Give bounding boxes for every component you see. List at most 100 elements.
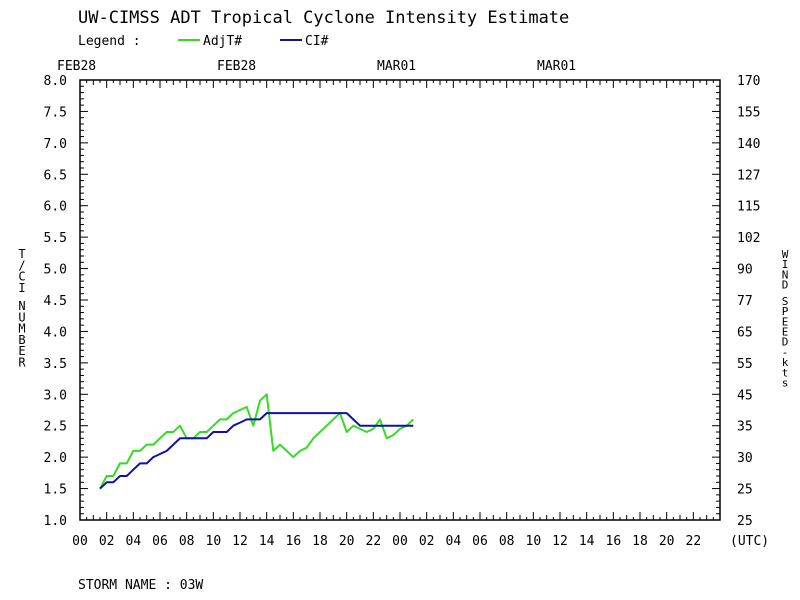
left-tick-label: 2.5 — [44, 420, 67, 435]
axis-label-char: M — [18, 322, 25, 336]
legend: Legend : AdjT# CI# — [78, 34, 329, 49]
x-axis-tick-labels: 00 02 04 06 08 10 12 14 16 18 20 22 00 02 04 06 08 10 12 14… — [72, 534, 701, 549]
right-tick-label: 90 — [737, 263, 753, 278]
x-tick-label: 18 — [312, 534, 328, 549]
x-tick-label: 10 — [206, 534, 222, 549]
axis-label-char: S — [782, 295, 789, 308]
legend-label: Legend : — [78, 34, 141, 49]
axis-label-char: / — [18, 258, 25, 272]
axis-label-char: P — [782, 305, 789, 318]
left-tick-label: 4.0 — [44, 325, 67, 340]
plot-frame — [79, 79, 721, 521]
x-tick-label: 02 — [419, 534, 435, 549]
left-tick-label: 1.0 — [44, 514, 67, 529]
right-axis-tick-labels: 25 25 30 35 45 55 65 77 90 102 115 127 140 155 170 — [737, 74, 760, 529]
x-tick-label: 18 — [632, 534, 648, 549]
axis-label-char: T — [18, 247, 25, 261]
x-tick-label: 02 — [99, 534, 115, 549]
right-tick-label: 35 — [737, 420, 753, 435]
axis-label-char: D — [782, 336, 789, 349]
axis-label-char: R — [18, 355, 26, 369]
axis-ticks — [79, 79, 721, 521]
x-tick-label: 22 — [366, 534, 382, 549]
x-tick-label: 10 — [526, 534, 542, 549]
axis-label-char: t — [782, 366, 789, 379]
date-labels: FEB28 FEB28 MAR01 MAR01 — [57, 59, 576, 74]
left-tick-label: 4.5 — [44, 294, 67, 309]
left-tick-label: 2.0 — [44, 451, 67, 466]
x-tick-label: 08 — [499, 534, 515, 549]
axis-label-char: E — [782, 315, 789, 328]
right-tick-label: 155 — [737, 105, 760, 120]
x-tick-label: 12 — [552, 534, 568, 549]
left-tick-label: 7.0 — [44, 137, 67, 152]
axis-label-char: D — [782, 279, 789, 292]
x-tick-label: 12 — [232, 534, 248, 549]
legend-item-ci: CI# — [305, 34, 329, 49]
storm-name: STORM NAME : 03W — [78, 578, 203, 593]
left-tick-label: 6.0 — [44, 200, 67, 215]
legend-item-adjt: AdjT# — [203, 34, 242, 49]
right-tick-label: 55 — [737, 357, 753, 372]
left-tick-label: 5.5 — [44, 231, 67, 246]
x-tick-label: 04 — [446, 534, 462, 549]
axis-label-char: U — [18, 310, 25, 324]
axis-label-char: k — [782, 356, 789, 369]
x-tick-label: 00 — [392, 534, 408, 549]
date-label: MAR01 — [537, 59, 576, 74]
right-tick-label: 170 — [737, 74, 760, 89]
right-tick-label: 30 — [737, 451, 753, 466]
left-tick-label: 5.0 — [44, 263, 67, 278]
axis-label-char: E — [18, 344, 25, 358]
x-axis-unit-label: (UTC) — [730, 534, 769, 549]
right-tick-label: 77 — [737, 294, 753, 309]
x-tick-label: 16 — [286, 534, 302, 549]
axis-label-char: W — [782, 248, 789, 261]
series-lines — [99, 393, 414, 490]
axis-label-char: B — [18, 333, 25, 347]
series-line-adjt — [99, 393, 414, 490]
left-tick-label: 7.5 — [44, 105, 67, 120]
axis-label-char: N — [782, 268, 789, 281]
left-axis-tick-labels: 1.0 1.5 2.0 2.5 3.0 3.5 4.0 4.5 5.0 5.5 6.0 6.5 7.0 7… — [44, 74, 67, 529]
left-tick-label: 3.0 — [44, 388, 67, 403]
x-tick-label: 16 — [606, 534, 622, 549]
x-tick-label: 06 — [152, 534, 168, 549]
axis-label-char: - — [782, 346, 789, 359]
x-tick-label: 20 — [659, 534, 675, 549]
left-tick-label: 6.5 — [44, 168, 67, 183]
right-tick-label: 115 — [737, 200, 760, 215]
right-tick-label: 140 — [737, 137, 760, 152]
series-line-ci — [99, 412, 414, 490]
right-tick-label: 45 — [737, 388, 753, 403]
axis-label-char: C — [18, 270, 25, 284]
left-tick-label: 1.5 — [44, 483, 67, 498]
x-tick-label: 22 — [686, 534, 702, 549]
date-label: MAR01 — [377, 59, 416, 74]
x-tick-label: 14 — [259, 534, 275, 549]
x-tick-label: 04 — [126, 534, 142, 549]
date-label: FEB28 — [57, 59, 96, 74]
x-tick-label: 14 — [579, 534, 595, 549]
axis-label-char: E — [782, 326, 789, 339]
axis-label-char: s — [782, 377, 789, 390]
x-tick-label: 06 — [472, 534, 488, 549]
x-tick-label: 00 — [72, 534, 88, 549]
axis-label-char: I — [18, 281, 25, 295]
right-tick-label: 65 — [737, 325, 753, 340]
date-label: FEB28 — [217, 59, 256, 74]
right-tick-label: 25 — [737, 483, 753, 498]
right-tick-label: 127 — [737, 168, 760, 183]
axis-label-char: I — [782, 258, 789, 271]
right-tick-label: 102 — [737, 231, 760, 246]
axis-label-char: N — [18, 299, 25, 313]
x-tick-label: 08 — [179, 534, 195, 549]
left-tick-label: 3.5 — [44, 357, 67, 372]
x-tick-label: 20 — [339, 534, 355, 549]
right-tick-label: 25 — [737, 514, 753, 529]
left-tick-label: 8.0 — [44, 74, 67, 89]
chart-title: UW-CIMSS ADT Tropical Cyclone Intensity … — [78, 8, 569, 28]
